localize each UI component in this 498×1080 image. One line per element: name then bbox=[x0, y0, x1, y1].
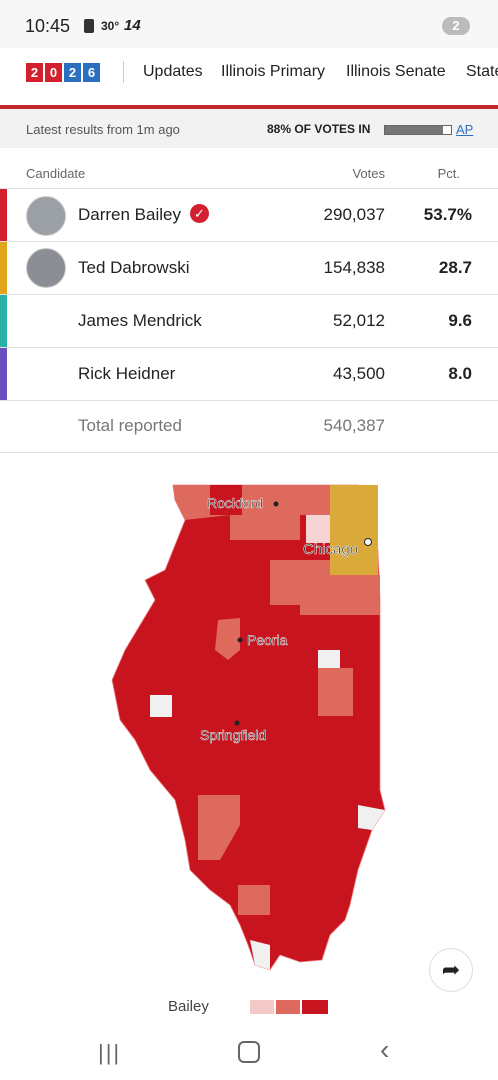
logo-digit: 2 bbox=[26, 63, 43, 82]
legend-swatch bbox=[276, 1000, 300, 1014]
temperature: 30° bbox=[101, 19, 120, 33]
updated: Latest results from 1m ago bbox=[26, 122, 180, 137]
candidate-name: Darren Bailey bbox=[78, 205, 181, 224]
status-bar bbox=[0, 0, 498, 48]
county bbox=[270, 560, 380, 615]
city-label: Springfield bbox=[200, 727, 266, 743]
votes: 52,012 bbox=[333, 311, 385, 330]
header-candidate: Candidate bbox=[26, 166, 86, 181]
percent: 28.7 bbox=[438, 258, 472, 277]
county bbox=[198, 795, 240, 860]
percent: 8.0 bbox=[448, 364, 472, 383]
votes: 154,838 bbox=[323, 258, 385, 277]
logo-digit: 0 bbox=[45, 63, 62, 82]
votes: 43,500 bbox=[333, 364, 385, 383]
time: 10:45 bbox=[25, 16, 71, 36]
city-label: Rockford bbox=[207, 495, 263, 511]
channel-icon: 14 bbox=[124, 17, 141, 34]
city-dot bbox=[364, 538, 372, 546]
city-dot bbox=[273, 501, 279, 507]
nav-rule bbox=[0, 105, 498, 109]
legend-label: Bailey bbox=[168, 998, 209, 1015]
county bbox=[306, 515, 330, 543]
table-rule bbox=[0, 452, 498, 453]
county bbox=[318, 668, 353, 716]
map: Rockford Chicago Peoria Springfield bbox=[111, 484, 386, 971]
county bbox=[358, 805, 385, 830]
color-bar bbox=[0, 242, 7, 294]
home-button[interactable] bbox=[238, 1041, 260, 1063]
photo bbox=[26, 196, 66, 236]
county bbox=[330, 485, 378, 575]
candidate-name: Rick Heidner bbox=[78, 364, 176, 383]
winner-check: ✓ bbox=[190, 204, 209, 223]
badge: 2 bbox=[442, 17, 470, 35]
recents-button[interactable]: ||| bbox=[98, 1040, 122, 1065]
nav-item[interactable]: Illinois Primary bbox=[221, 63, 326, 80]
candidate-row: Ted Dabrowski 154,838 28.7 bbox=[0, 242, 498, 295]
share-button[interactable]: ➦ bbox=[429, 948, 473, 992]
city-dot bbox=[237, 637, 243, 643]
color-bar bbox=[0, 295, 7, 347]
system-nav bbox=[0, 1016, 498, 1080]
county bbox=[318, 650, 340, 668]
color-bar bbox=[0, 189, 7, 241]
candidate-row: James Mendrick 52,012 9.6 bbox=[0, 295, 498, 348]
photo bbox=[26, 248, 66, 288]
header-votes: Votes bbox=[352, 166, 385, 181]
progress-track bbox=[384, 125, 452, 135]
county bbox=[215, 618, 240, 660]
total-label: Total reported bbox=[78, 416, 182, 435]
header-pct: Pct. bbox=[437, 166, 460, 181]
city-dot bbox=[234, 720, 240, 726]
percent: 53.7% bbox=[423, 205, 472, 224]
source-link[interactable]: AP bbox=[456, 122, 474, 137]
candidate-name: James Mendrick bbox=[78, 311, 202, 330]
battery-icon bbox=[84, 19, 94, 33]
legend-swatch bbox=[302, 1000, 328, 1014]
candidate-row: Darren Bailey 290,037 53.7% bbox=[0, 189, 498, 242]
total-votes: 540,387 bbox=[323, 416, 385, 435]
back-button[interactable]: ‹ bbox=[380, 1034, 390, 1065]
percent: 9.6 bbox=[448, 311, 472, 330]
divider bbox=[123, 61, 124, 83]
logo-digit: 6 bbox=[83, 63, 100, 82]
logo-digit: 2 bbox=[64, 63, 81, 82]
nav-item[interactable]: State bbox=[466, 63, 498, 80]
candidate-name: Ted Dabrowski bbox=[78, 258, 190, 277]
county bbox=[150, 695, 172, 717]
candidate-row: Rick Heidner 43,500 8.0 bbox=[0, 348, 498, 401]
county bbox=[250, 940, 270, 970]
progress-fill bbox=[385, 126, 444, 134]
reporting: 88% OF VOTES IN bbox=[267, 122, 371, 136]
nav-item[interactable]: Illinois Senate bbox=[346, 63, 446, 80]
color-bar bbox=[0, 348, 7, 400]
county bbox=[238, 885, 270, 915]
votes: 290,037 bbox=[323, 205, 385, 224]
nav-item[interactable]: Updates bbox=[143, 63, 203, 80]
city-label: Peoria bbox=[247, 632, 288, 648]
city-label: Chicago bbox=[303, 541, 358, 558]
county bbox=[210, 485, 242, 515]
legend-swatch bbox=[250, 1000, 274, 1014]
header-rule bbox=[0, 188, 498, 189]
